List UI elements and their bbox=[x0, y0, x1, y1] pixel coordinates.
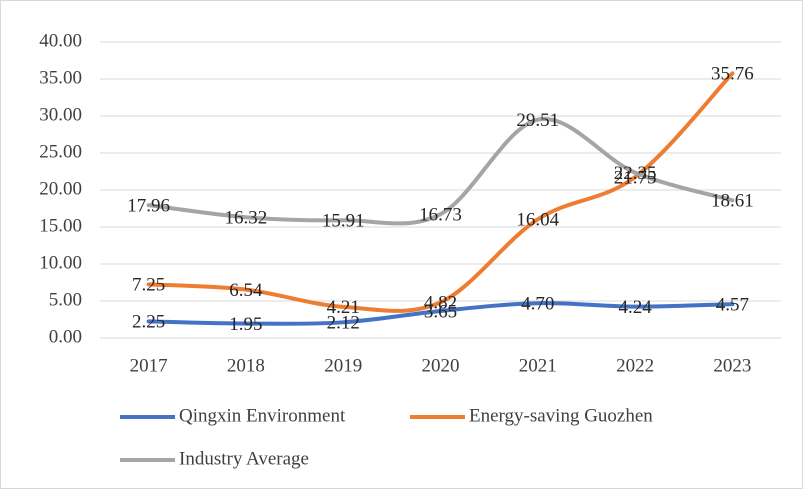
data-label: 4.24 bbox=[618, 297, 652, 318]
legend-label: Industry Average bbox=[179, 448, 309, 469]
series-line bbox=[146, 301, 735, 326]
x-tick-label: 2022 bbox=[616, 355, 654, 376]
x-tick-label: 2017 bbox=[130, 355, 168, 376]
data-label: 2.25 bbox=[132, 312, 165, 333]
y-tick-label: 0.00 bbox=[49, 326, 82, 347]
y-tick-label: 15.00 bbox=[39, 215, 82, 236]
data-label: 29.51 bbox=[516, 110, 559, 131]
legend-label: Energy-saving Guozhen bbox=[469, 405, 653, 426]
y-tick-label: 20.00 bbox=[39, 178, 82, 199]
data-label: 1.95 bbox=[229, 314, 262, 335]
y-tick-label: 25.00 bbox=[39, 141, 82, 162]
legend-label: Qingxin Environment bbox=[179, 405, 346, 426]
data-label: 4.57 bbox=[716, 295, 749, 316]
data-label: 15.91 bbox=[322, 211, 365, 232]
y-tick-label: 10.00 bbox=[39, 252, 82, 273]
data-label: 18.61 bbox=[711, 191, 754, 212]
data-label: 21.75 bbox=[614, 167, 657, 188]
x-tick-label: 2019 bbox=[324, 355, 362, 376]
y-tick-label: 5.00 bbox=[49, 289, 82, 310]
data-label: 35.76 bbox=[711, 64, 754, 85]
x-tick-label: 2020 bbox=[422, 355, 460, 376]
data-label: 22.35 bbox=[614, 163, 657, 184]
data-label: 17.96 bbox=[127, 195, 170, 216]
x-tick-label: 2021 bbox=[519, 355, 557, 376]
data-label: 3.65 bbox=[424, 301, 457, 322]
x-tick-label: 2018 bbox=[227, 355, 265, 376]
x-tick-label: 2023 bbox=[713, 355, 751, 376]
data-label: 4.82 bbox=[424, 293, 457, 314]
data-label: 6.54 bbox=[229, 280, 263, 301]
series-line bbox=[146, 116, 735, 226]
data-label: 4.70 bbox=[521, 294, 554, 315]
data-label: 2.12 bbox=[327, 313, 360, 334]
y-tick-label: 35.00 bbox=[39, 67, 82, 88]
data-label: 16.32 bbox=[225, 208, 268, 229]
data-label: 4.21 bbox=[327, 297, 360, 318]
series-line bbox=[146, 71, 735, 313]
data-label: 7.25 bbox=[132, 275, 165, 296]
data-label: 16.73 bbox=[419, 205, 462, 226]
y-tick-label: 30.00 bbox=[39, 104, 82, 125]
data-label: 16.04 bbox=[516, 210, 559, 231]
y-tick-label: 40.00 bbox=[39, 30, 82, 51]
